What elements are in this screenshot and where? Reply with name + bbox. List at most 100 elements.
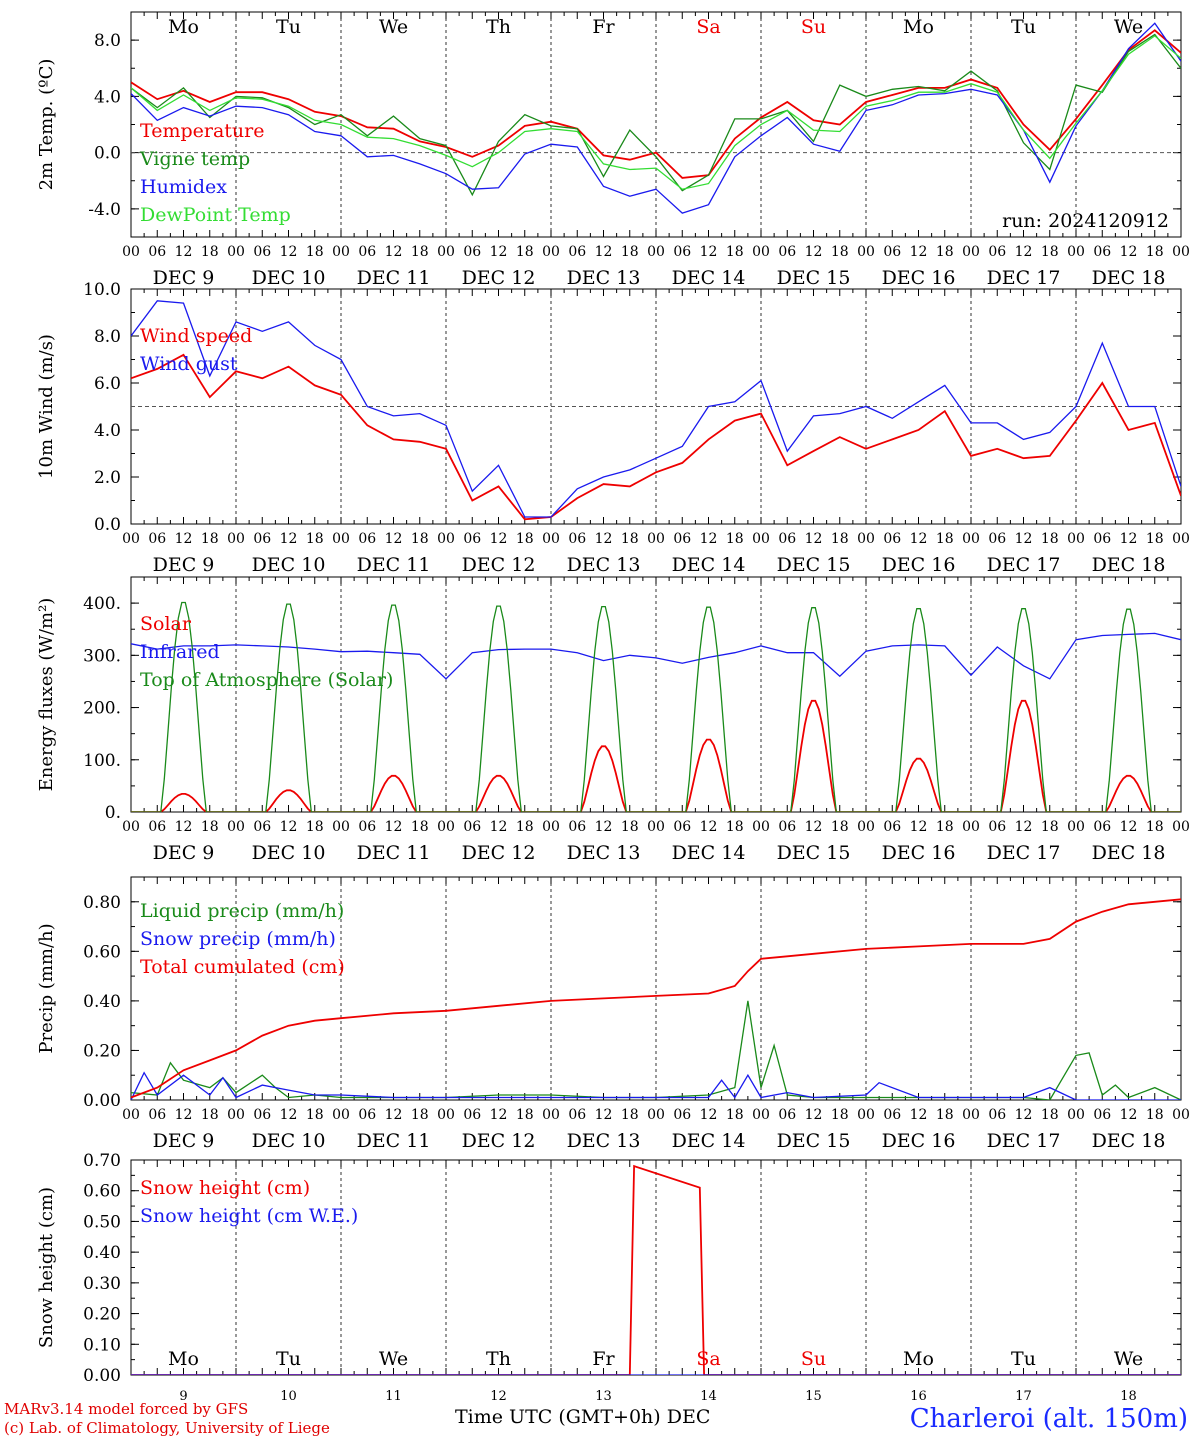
hour-tick-label: 12 [280,531,298,547]
hour-tick-label: 00 [1067,819,1085,835]
date-label: DEC 17 [987,554,1061,576]
hour-tick-label: 18 [306,1107,324,1123]
hour-tick-label: 00 [962,1107,980,1123]
hour-tick-label: 06 [883,244,901,260]
hour-tick-label: 18 [201,244,219,260]
hour-tick-label: 06 [463,244,481,260]
hour-tick-label: 00 [752,819,770,835]
series-line-humidex [131,22,1181,214]
hour-tick-label: 18 [1041,1107,1059,1123]
hour-tick-label: 12 [175,819,193,835]
hour-tick-label: 06 [568,244,586,260]
hour-tick-label: 18 [516,1107,534,1123]
y-tick-label: 0.40 [83,1243,121,1263]
weekday-label: Sa [696,1348,720,1370]
hour-tick-label: 12 [805,819,823,835]
hour-tick-label: 12 [1120,531,1138,547]
hour-tick-label: 12 [175,1107,193,1123]
hour-tick-label: 06 [988,1107,1006,1123]
hour-tick-label: 12 [1120,1107,1138,1123]
y-tick-label: 2.0 [94,468,121,488]
day-number-label: 12 [490,1389,507,1404]
hour-tick-label: 12 [280,244,298,260]
hour-tick-label: 06 [568,1107,586,1123]
date-label: DEC 18 [1092,842,1166,864]
hour-tick-label: 18 [621,244,639,260]
hour-tick-label: 06 [673,244,691,260]
hour-tick-label: 12 [490,531,508,547]
legend-humidex: Humidex [140,176,227,198]
hour-tick-label: 12 [910,244,928,260]
hour-tick-label: 18 [726,1107,744,1123]
hour-tick-label: 00 [542,531,560,547]
hour-tick-label: 12 [805,244,823,260]
legend-wind-gust: Wind gust [140,353,238,375]
date-label: DEC 18 [1092,267,1166,289]
y-axis-label: Energy fluxes (W/m²) [36,598,57,792]
hour-tick-label: 12 [490,1107,508,1123]
hour-tick-label: 06 [673,819,691,835]
y-tick-label: 0.60 [83,942,121,962]
legend-total-cumulated-cm-: Total cumulated (cm) [140,956,345,978]
y-tick-label: 6.0 [94,374,121,394]
hour-tick-label: 00 [962,531,980,547]
hour-tick-label: 12 [490,244,508,260]
hour-tick-label: 00 [122,1107,140,1123]
series-line-vigne-temp [131,33,1181,197]
hour-tick-label: 18 [831,819,849,835]
hour-tick-label: 00 [857,819,875,835]
date-label: DEC 9 [153,554,215,576]
hour-tick-label: 06 [778,819,796,835]
weekday-label: We [379,16,408,38]
y-tick-label: 0.50 [83,1212,121,1232]
legend-liquid-precip-mm-h-: Liquid precip (mm/h) [140,900,344,922]
hour-tick-label: 12 [910,1107,928,1123]
date-label: DEC 12 [462,1130,536,1152]
y-tick-label: 0.0 [94,515,121,535]
hour-tick-label: 00 [752,531,770,547]
hour-tick-label: 06 [1093,531,1111,547]
hour-tick-label: 18 [621,531,639,547]
hour-tick-label: 12 [1015,1107,1033,1123]
hour-tick-label: 18 [1041,819,1059,835]
y-tick-label: 8.0 [94,31,121,51]
date-label: DEC 11 [357,554,431,576]
hour-tick-label: 12 [595,1107,613,1123]
hour-tick-label: 00 [1067,1107,1085,1123]
series-group-wind [131,300,1181,521]
legend-snow-precip-mm-h-: Snow precip (mm/h) [140,928,336,950]
date-label: DEC 13 [567,1130,641,1152]
legend-infrared: Infrared [140,641,220,663]
weekday-label: Mo [903,1348,934,1370]
legend-top-of-atmosphere-solar-: Top of Atmosphere (Solar) [140,669,393,691]
weekday-label: Mo [903,16,934,38]
hour-tick-label: 00 [332,1107,350,1123]
date-label: DEC 15 [777,554,851,576]
date-label: DEC 11 [357,267,431,289]
day-number-label: 15 [805,1389,822,1404]
hour-tick-label: 00 [1172,1107,1190,1123]
hour-tick-label: 18 [1041,244,1059,260]
weekday-label: Su [801,1348,826,1370]
hour-tick-label: 18 [306,819,324,835]
y-tick-label: 0.70 [83,1151,121,1171]
y-tick-label: 0.80 [83,893,121,913]
hour-tick-label: 12 [805,1107,823,1123]
hour-tick-label: 00 [1172,531,1190,547]
hour-tick-label: 18 [201,1107,219,1123]
series-line-wind-speed [131,353,1181,521]
hour-tick-label: 12 [385,819,403,835]
date-label: DEC 12 [462,554,536,576]
y-tick-label: 0.20 [83,1041,121,1061]
hour-tick-label: 18 [936,531,954,547]
y-axis-label: 10m Wind (m/s) [36,334,57,479]
hour-tick-label: 12 [595,531,613,547]
hour-tick-label: 06 [253,531,271,547]
hour-tick-label: 06 [988,531,1006,547]
weekday-label: We [379,1348,408,1370]
hour-tick-label: 06 [778,1107,796,1123]
hour-tick-label: 00 [962,819,980,835]
hour-tick-label: 12 [385,531,403,547]
legend-vigne-temp: Vigne temp [139,148,250,170]
y-tick-label: 0.0 [94,144,121,164]
